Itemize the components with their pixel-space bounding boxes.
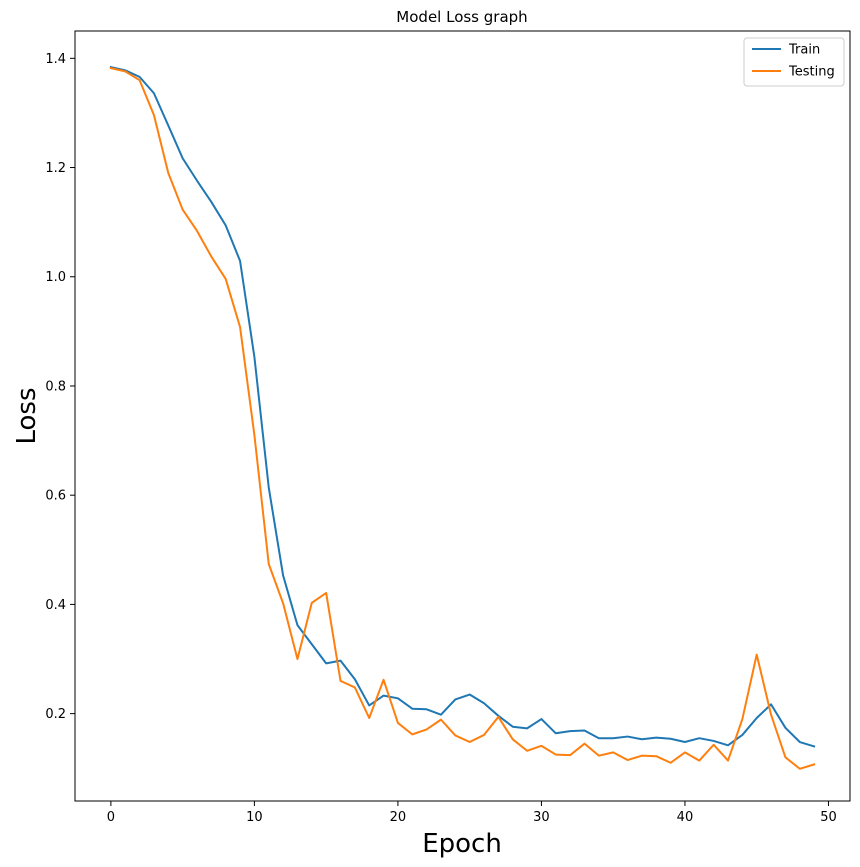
y-tick-label: 1.0 xyxy=(45,270,66,285)
x-tick-label: 0 xyxy=(107,810,115,825)
series-line-train xyxy=(109,65,816,748)
legend-label-testing: Testing xyxy=(788,65,835,80)
plot-frame xyxy=(74,30,851,802)
x-tick-label: 30 xyxy=(533,810,550,825)
x-tick-label: 20 xyxy=(390,810,407,825)
x-tick-label: 50 xyxy=(820,810,837,825)
x-axis-ticks: 0 10 20 30 40 50 xyxy=(107,801,837,825)
y-axis-ticks: 0.2 0.4 0.6 0.8 1.0 1.2 1.4 xyxy=(45,52,75,722)
x-tick-label: 10 xyxy=(246,810,263,825)
y-axis-label: Loss xyxy=(12,387,42,444)
y-tick-label: 0.4 xyxy=(45,598,66,613)
y-tick-label: 0.6 xyxy=(45,489,66,504)
x-axis-label: Epoch xyxy=(422,829,502,859)
y-tick-label: 1.2 xyxy=(45,161,66,176)
series-lines xyxy=(109,65,816,770)
y-tick-label: 0.2 xyxy=(45,707,66,722)
y-tick-label: 1.4 xyxy=(45,52,66,67)
legend-label-train: Train xyxy=(788,43,820,58)
x-tick-label: 40 xyxy=(677,810,694,825)
legend: Train Testing xyxy=(743,37,845,87)
y-tick-label: 0.8 xyxy=(45,379,66,394)
series-line-testing xyxy=(109,66,816,770)
chart-title: Model Loss graph xyxy=(396,8,527,26)
